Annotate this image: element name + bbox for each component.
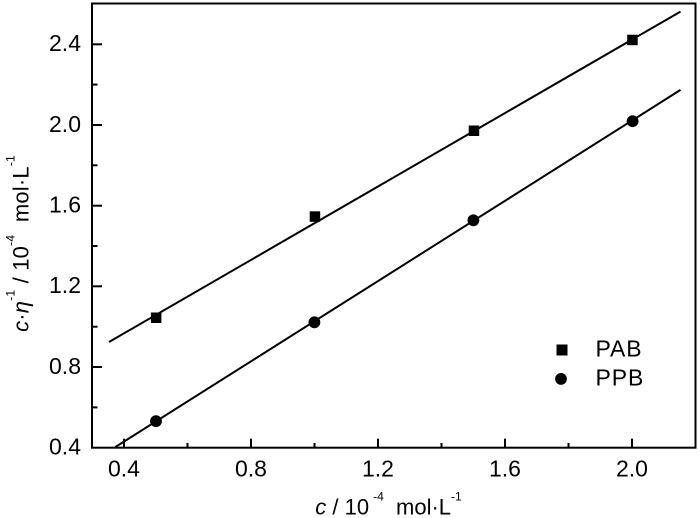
svg-text:2.0: 2.0 <box>49 111 81 137</box>
svg-text:0.4: 0.4 <box>49 434 81 460</box>
svg-text:0.4: 0.4 <box>108 455 140 481</box>
svg-text:1.2: 1.2 <box>362 455 394 481</box>
svg-text:0.8: 0.8 <box>49 353 81 379</box>
svg-text:PAB: PAB <box>596 336 643 362</box>
svg-text:PPB: PPB <box>596 364 645 390</box>
svg-text:2.4: 2.4 <box>49 30 81 56</box>
svg-text:1.6: 1.6 <box>49 192 81 218</box>
svg-text:0.8: 0.8 <box>235 455 267 481</box>
svg-text:c / 10-4 mol·L-1: c / 10 -4 mol·L-1 <box>315 489 462 518</box>
svg-text:2.0: 2.0 <box>616 455 648 481</box>
svg-text:1.6: 1.6 <box>489 455 521 481</box>
svg-text:1.2: 1.2 <box>49 272 81 298</box>
